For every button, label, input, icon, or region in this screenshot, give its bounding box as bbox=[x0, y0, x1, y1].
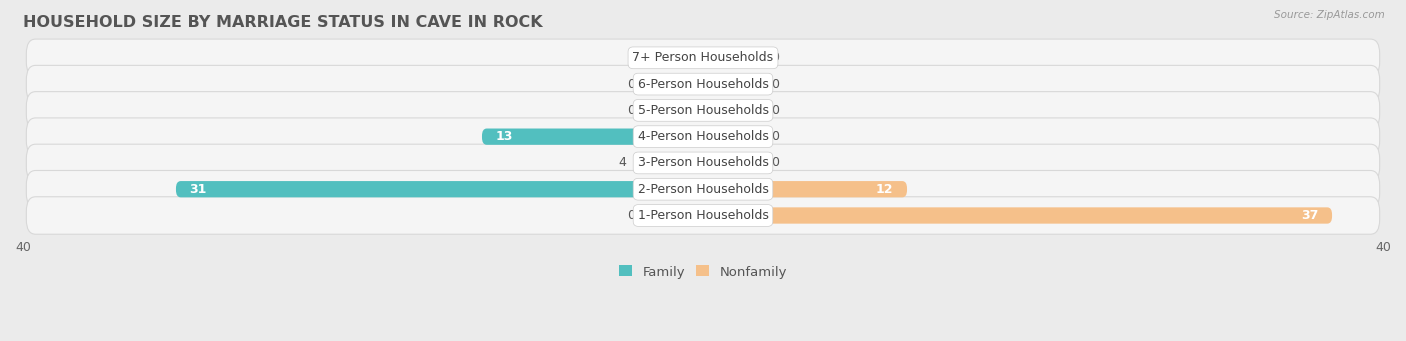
Text: 0: 0 bbox=[770, 157, 779, 169]
Text: 13: 13 bbox=[495, 130, 513, 143]
Text: 6-Person Households: 6-Person Households bbox=[637, 78, 769, 91]
Text: 0: 0 bbox=[627, 78, 636, 91]
Text: 37: 37 bbox=[1301, 209, 1319, 222]
FancyBboxPatch shape bbox=[703, 181, 907, 197]
FancyBboxPatch shape bbox=[703, 76, 762, 92]
FancyBboxPatch shape bbox=[644, 102, 703, 119]
Text: 0: 0 bbox=[770, 51, 779, 64]
FancyBboxPatch shape bbox=[27, 197, 1379, 234]
FancyBboxPatch shape bbox=[176, 181, 703, 197]
Text: 0: 0 bbox=[627, 209, 636, 222]
FancyBboxPatch shape bbox=[482, 129, 703, 145]
FancyBboxPatch shape bbox=[644, 76, 703, 92]
Text: 5-Person Households: 5-Person Households bbox=[637, 104, 769, 117]
Text: 2-Person Households: 2-Person Households bbox=[637, 183, 769, 196]
FancyBboxPatch shape bbox=[27, 144, 1379, 182]
FancyBboxPatch shape bbox=[703, 50, 762, 66]
Text: 1-Person Households: 1-Person Households bbox=[637, 209, 769, 222]
Text: 4-Person Households: 4-Person Households bbox=[637, 130, 769, 143]
Text: 0: 0 bbox=[770, 130, 779, 143]
FancyBboxPatch shape bbox=[644, 207, 703, 224]
FancyBboxPatch shape bbox=[644, 50, 703, 66]
Text: Source: ZipAtlas.com: Source: ZipAtlas.com bbox=[1274, 10, 1385, 20]
Text: 31: 31 bbox=[190, 183, 207, 196]
FancyBboxPatch shape bbox=[27, 39, 1379, 77]
Text: 7+ Person Households: 7+ Person Households bbox=[633, 51, 773, 64]
Text: 3-Person Households: 3-Person Households bbox=[637, 157, 769, 169]
FancyBboxPatch shape bbox=[703, 129, 762, 145]
Text: HOUSEHOLD SIZE BY MARRIAGE STATUS IN CAVE IN ROCK: HOUSEHOLD SIZE BY MARRIAGE STATUS IN CAV… bbox=[22, 15, 543, 30]
FancyBboxPatch shape bbox=[703, 207, 1331, 224]
FancyBboxPatch shape bbox=[27, 170, 1379, 208]
FancyBboxPatch shape bbox=[27, 92, 1379, 129]
Text: 0: 0 bbox=[627, 104, 636, 117]
Text: 0: 0 bbox=[627, 51, 636, 64]
FancyBboxPatch shape bbox=[27, 65, 1379, 103]
FancyBboxPatch shape bbox=[636, 155, 703, 171]
Text: 0: 0 bbox=[770, 104, 779, 117]
FancyBboxPatch shape bbox=[703, 155, 762, 171]
Text: 0: 0 bbox=[770, 78, 779, 91]
Legend: Family, Nonfamily: Family, Nonfamily bbox=[613, 260, 793, 284]
Text: 12: 12 bbox=[876, 183, 893, 196]
FancyBboxPatch shape bbox=[27, 118, 1379, 155]
Text: 4: 4 bbox=[619, 157, 627, 169]
FancyBboxPatch shape bbox=[703, 102, 762, 119]
